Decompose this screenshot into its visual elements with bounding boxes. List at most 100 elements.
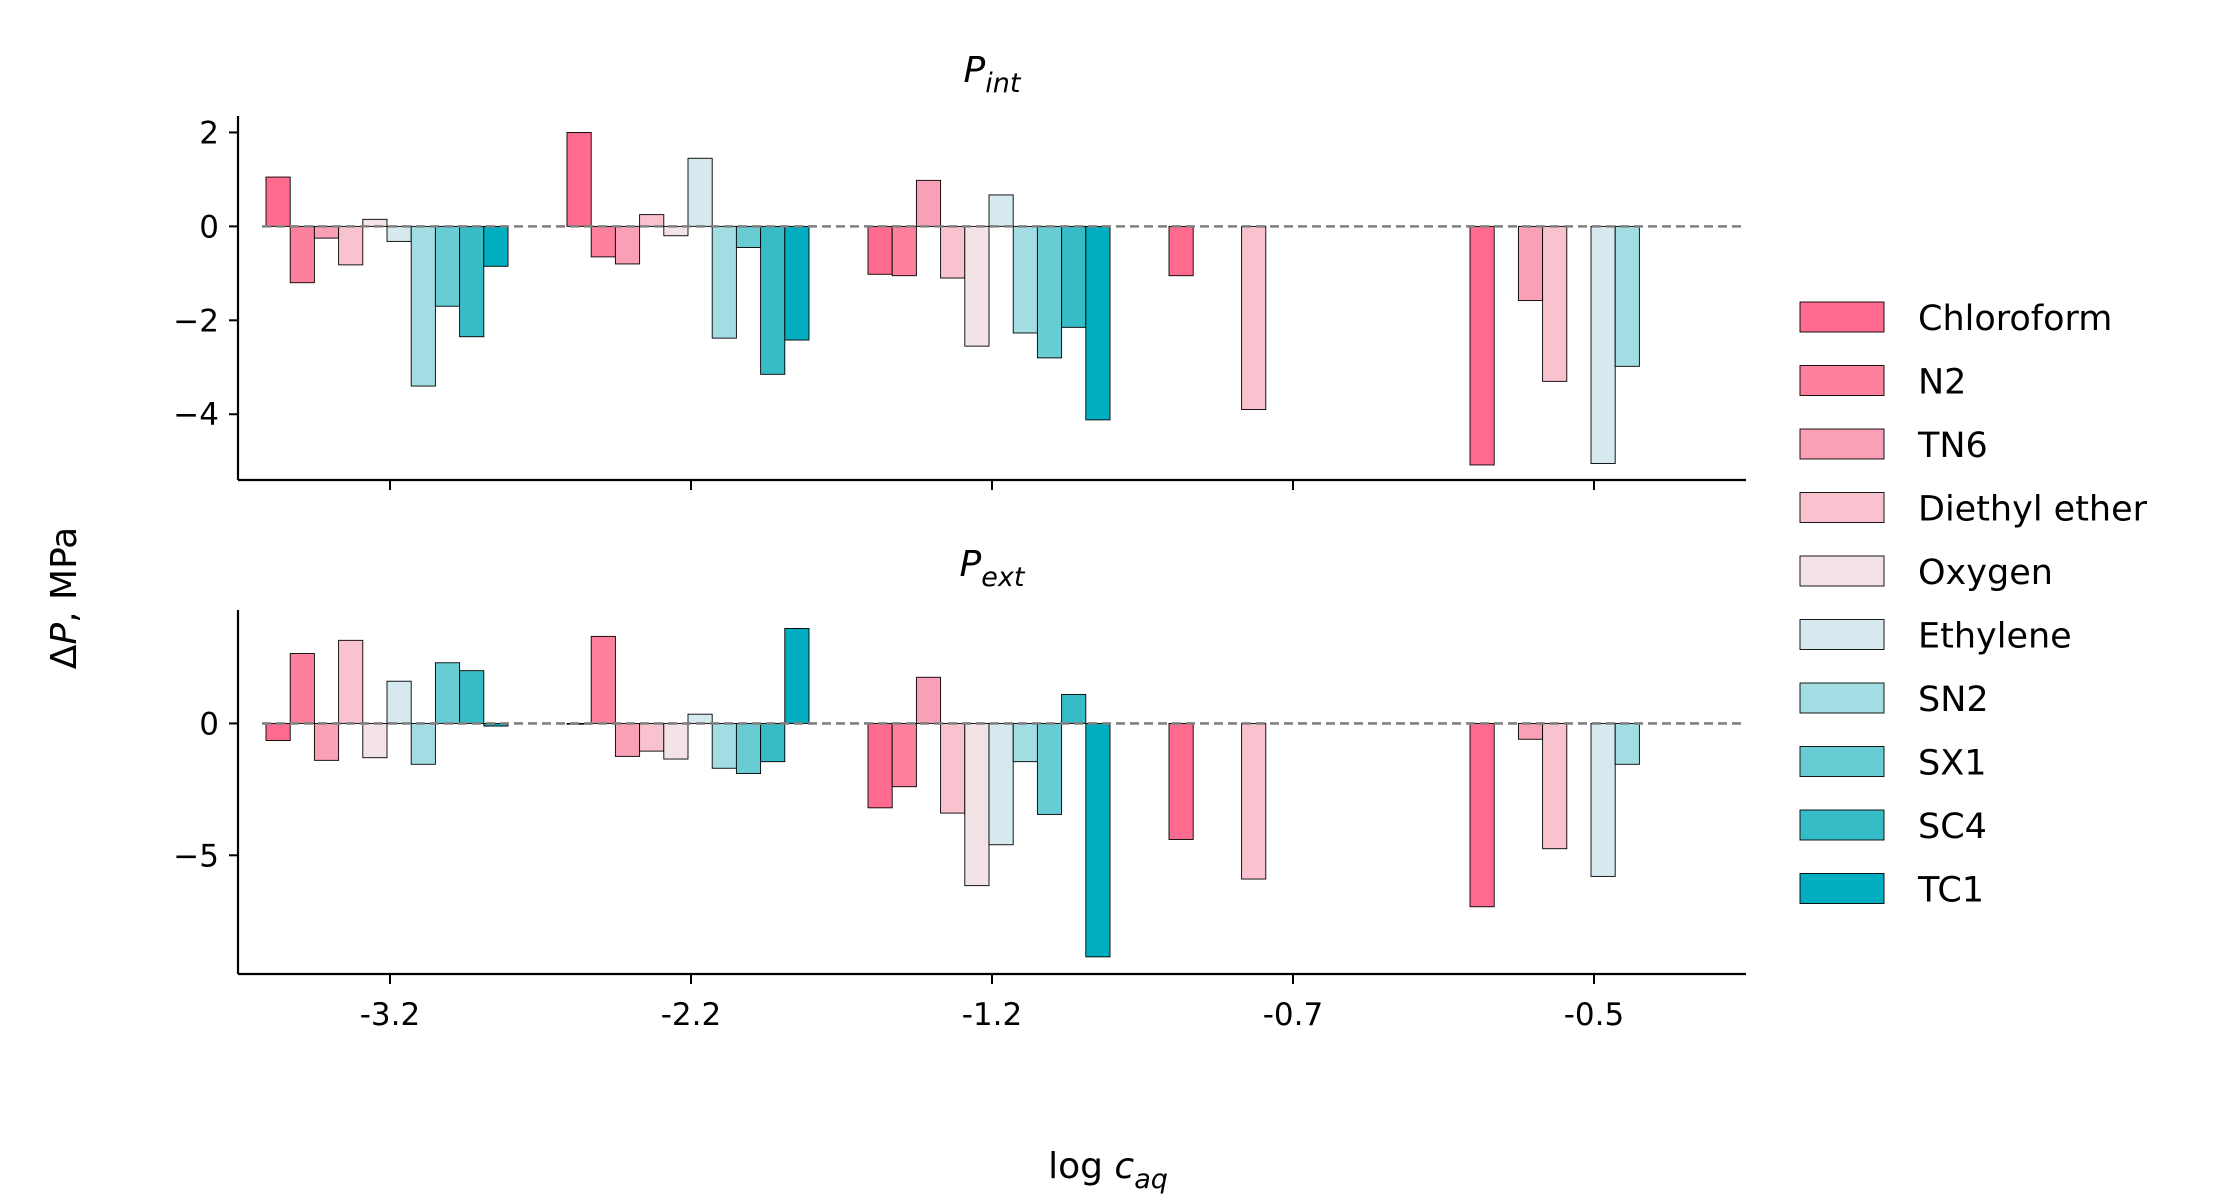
bar-tc1-2 bbox=[1085, 225, 1111, 421]
legend-item: Oxygen bbox=[1799, 553, 2053, 593]
bar-n2-1 bbox=[590, 635, 616, 724]
bar-tn6-0 bbox=[313, 225, 340, 239]
bar-tc1-1 bbox=[784, 628, 810, 724]
legend-label: TC1 bbox=[1917, 871, 1984, 911]
bar-tn6-0 bbox=[313, 722, 340, 761]
bar-n2-2 bbox=[891, 722, 917, 788]
panel-title-sub: ext bbox=[981, 562, 1026, 593]
bar-diethyl-ether-1 bbox=[639, 722, 665, 752]
bar-tn6-2 bbox=[915, 179, 942, 227]
x-tick-label: -1.2 bbox=[962, 997, 1023, 1033]
x-tick-label: -0.7 bbox=[1263, 997, 1324, 1033]
x-axis-title: log caq bbox=[1048, 1146, 1168, 1195]
bar-oxygen-2 bbox=[964, 722, 990, 887]
y-tick-label: 2 bbox=[199, 115, 219, 151]
bar-n2-0 bbox=[289, 653, 315, 724]
bar-ethylene-4 bbox=[1590, 225, 1616, 465]
y-axis-title: ΔP, MPa bbox=[44, 527, 85, 669]
legend-label: Ethylene bbox=[1918, 617, 2072, 657]
bar-sn2-1 bbox=[711, 225, 737, 339]
bar-n2-1 bbox=[590, 225, 616, 258]
legend-item: TC1 bbox=[1799, 871, 1984, 911]
panel-title: Pint bbox=[964, 50, 1022, 99]
bar-sx1-2 bbox=[1036, 225, 1063, 359]
bar-sc4-0 bbox=[459, 670, 485, 724]
bar-chloroform-1 bbox=[566, 131, 592, 227]
legend-item: SX1 bbox=[1799, 744, 1986, 784]
y-axis-title-delta: Δ bbox=[44, 644, 85, 669]
legend-item: Chloroform bbox=[1799, 299, 2112, 339]
bar-ethylene-1 bbox=[687, 713, 713, 724]
x-tick-label: -3.2 bbox=[360, 997, 421, 1033]
bar-sc4-2 bbox=[1061, 225, 1087, 328]
bar-tn6-4 bbox=[1517, 225, 1544, 302]
bar-tc1-2 bbox=[1085, 722, 1111, 958]
bar-ethylene-4 bbox=[1590, 722, 1616, 877]
legend-swatch bbox=[1799, 619, 1885, 650]
x-axis-title-main: log bbox=[1048, 1146, 1114, 1187]
bar-sn2-0 bbox=[410, 722, 436, 765]
bar-diethyl-ether-0 bbox=[338, 639, 364, 724]
bar-tn6-1 bbox=[614, 722, 641, 757]
bar-sc4-0 bbox=[459, 225, 485, 338]
bar-sc4-2 bbox=[1061, 693, 1087, 724]
legend-swatch bbox=[1799, 365, 1885, 396]
bar-chloroform-2 bbox=[867, 225, 893, 275]
legend-swatch bbox=[1799, 746, 1885, 777]
bar-sx1-1 bbox=[735, 225, 762, 248]
x-axis-title-var: c bbox=[1114, 1146, 1134, 1187]
legend: Chloroform N2 TN6 Diethyl ether Oxygen Ethyle… bbox=[1799, 299, 2148, 911]
bar-sn2-4 bbox=[1614, 225, 1640, 367]
bar-chloroform-0 bbox=[265, 176, 291, 227]
legend-label: N2 bbox=[1918, 363, 1966, 403]
bar-sx1-1 bbox=[735, 722, 762, 774]
bar-diethyl-ether-0 bbox=[338, 225, 364, 266]
bar-sx1-2 bbox=[1036, 722, 1063, 815]
legend-swatch bbox=[1799, 301, 1885, 333]
bar-diethyl-ether-3 bbox=[1241, 722, 1267, 880]
legend-label: Oxygen bbox=[1918, 553, 2053, 593]
bar-tc1-0 bbox=[483, 225, 509, 267]
legend-swatch bbox=[1799, 492, 1885, 523]
x-axis-title-sub: aq bbox=[1134, 1164, 1168, 1195]
bar-chloroform-4 bbox=[1469, 225, 1495, 466]
bar-sx1-0 bbox=[434, 662, 461, 724]
bar-tn6-2 bbox=[915, 676, 942, 724]
bar-sn2-0 bbox=[410, 225, 436, 387]
legend-item: SN2 bbox=[1799, 680, 1989, 720]
panels-layer: 2 0 −2 −4 Pint 0 −5 -3.2 -2.2 -1.2 -0.7 -0.5 Pext bbox=[173, 50, 1746, 1033]
panel-title-sub: int bbox=[985, 68, 1022, 99]
bar-diethyl-ether-4 bbox=[1542, 225, 1568, 382]
bar-tn6-1 bbox=[614, 225, 641, 265]
bar-oxygen-1 bbox=[663, 722, 689, 760]
y-tick-label: 0 bbox=[199, 209, 219, 245]
legend-item: Diethyl ether bbox=[1799, 490, 2148, 530]
bar-ethylene-2 bbox=[988, 722, 1014, 846]
bar-sn2-1 bbox=[711, 722, 737, 769]
legend-swatch bbox=[1799, 682, 1885, 714]
legend-item: N2 bbox=[1799, 363, 1966, 403]
legend-label: Chloroform bbox=[1918, 299, 2112, 339]
legend-label: SN2 bbox=[1918, 680, 1989, 720]
legend-swatch bbox=[1799, 428, 1885, 460]
bar-chloroform-4 bbox=[1469, 722, 1495, 908]
bar-sn2-2 bbox=[1012, 225, 1038, 334]
bar-ethylene-1 bbox=[687, 157, 713, 227]
bar-chloroform-0 bbox=[265, 722, 291, 742]
legend-label: Diethyl ether bbox=[1918, 490, 2148, 530]
legend-label: SX1 bbox=[1918, 744, 1986, 784]
bar-ethylene-0 bbox=[386, 225, 412, 242]
bar-ethylene-0 bbox=[386, 680, 412, 724]
bar-n2-0 bbox=[289, 225, 315, 284]
bar-n2-2 bbox=[891, 225, 917, 277]
legend-item: SC4 bbox=[1799, 807, 1987, 847]
legend-label: SC4 bbox=[1918, 807, 1987, 847]
bar-chloroform-3 bbox=[1168, 722, 1194, 840]
legend-swatch bbox=[1799, 555, 1885, 587]
panel-title-main: P bbox=[964, 50, 986, 91]
legend-swatch bbox=[1799, 809, 1885, 841]
bar-sc4-1 bbox=[760, 722, 786, 763]
bar-ethylene-2 bbox=[988, 194, 1014, 227]
y-tick-label: 0 bbox=[199, 706, 219, 742]
